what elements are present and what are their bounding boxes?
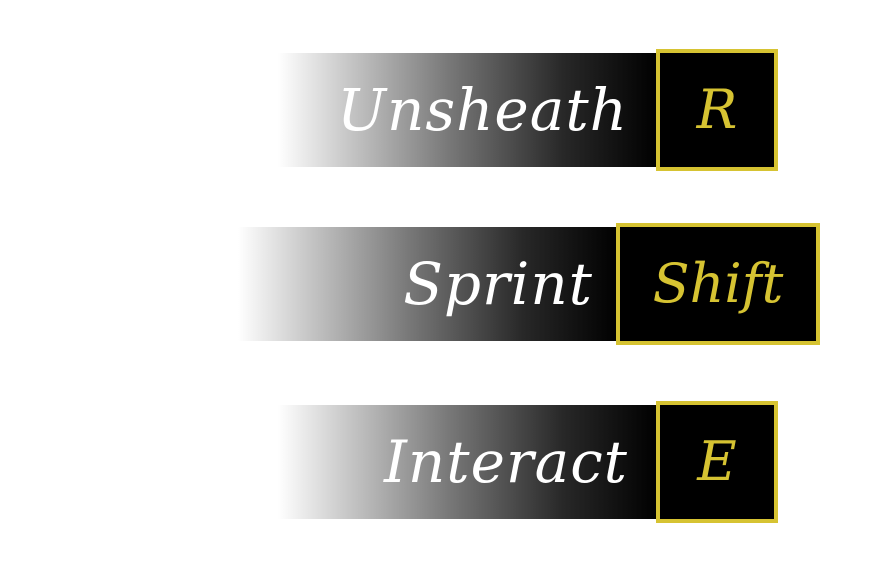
keybind-prompt-interact: Interact E xyxy=(278,401,778,523)
action-label: Sprint xyxy=(403,250,593,318)
keybind-prompt-sprint: Sprint Shift xyxy=(238,223,823,345)
key-badge: Shift xyxy=(616,223,820,345)
gradient-bar xyxy=(238,227,618,341)
gradient-bar xyxy=(278,53,658,167)
key-badge: R xyxy=(656,49,778,171)
action-label: Interact xyxy=(384,428,628,496)
keybind-prompt-unsheath: Unsheath R xyxy=(278,49,778,171)
action-label: Unsheath xyxy=(337,76,628,144)
key-badge: E xyxy=(656,401,778,523)
gradient-bar xyxy=(278,405,658,519)
